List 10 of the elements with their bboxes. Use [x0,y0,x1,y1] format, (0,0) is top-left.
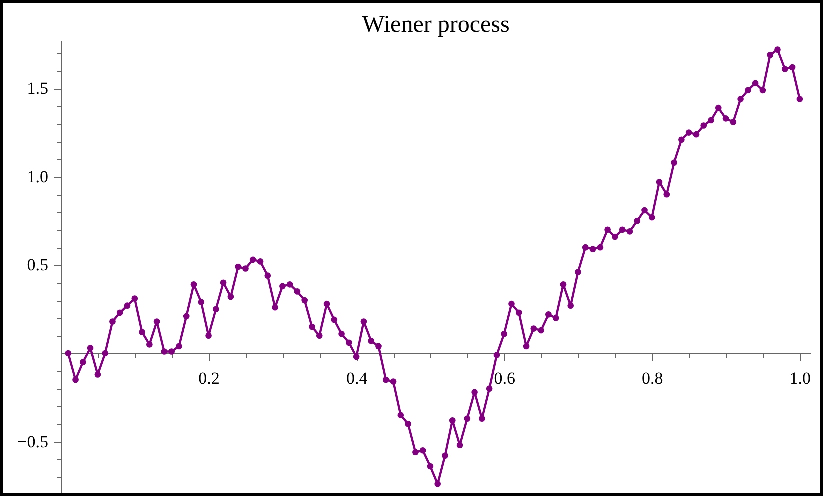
x-tick-label: 0.6 [494,369,516,388]
y-tick-label: −0.5 [18,432,48,452]
x-tick-label: 1.0 [790,369,812,388]
chart-title: Wiener process [362,12,510,38]
y-tick-label: 1.0 [27,167,48,186]
x-tick-label: 0.2 [198,369,220,388]
x-tick-label: 0.8 [642,369,664,388]
x-tick-label: 0.4 [346,369,368,388]
y-tick-label: 1.5 [27,79,48,98]
y-tick-label: 0.5 [27,256,48,275]
